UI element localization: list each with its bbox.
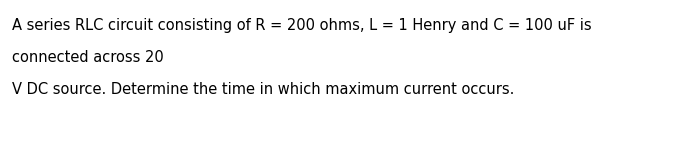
Text: connected across 20: connected across 20 xyxy=(12,50,164,65)
Text: V DC source. Determine the time in which maximum current occurs.: V DC source. Determine the time in which… xyxy=(12,82,515,97)
Text: A series RLC circuit consisting of R = 200 ohms, L = 1 Henry and C = 100 uF is: A series RLC circuit consisting of R = 2… xyxy=(12,18,592,33)
